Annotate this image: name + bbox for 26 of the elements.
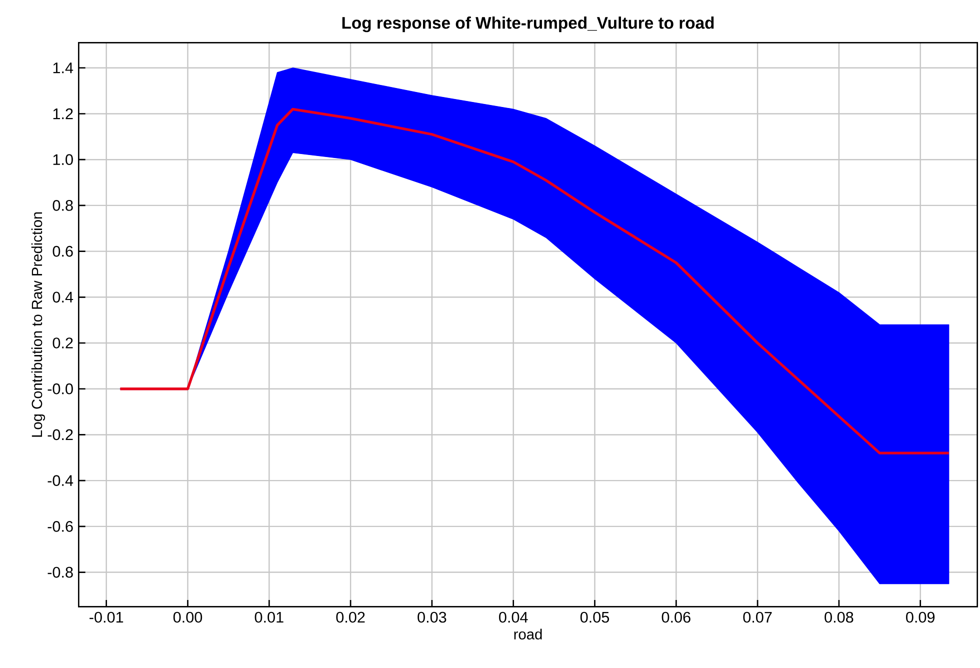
y-tick-label: 1.0 bbox=[53, 154, 73, 166]
y-tick-label: 0.2 bbox=[52, 338, 73, 348]
y-tick-label: -0.4 bbox=[48, 475, 74, 486]
y-tick-label: 0.8 bbox=[52, 200, 73, 211]
x-tick-label: 0.01 bbox=[254, 612, 284, 623]
x-tick-label: 0.06 bbox=[662, 612, 690, 623]
x-tick-label: 0.03 bbox=[418, 612, 446, 623]
y-tick-label: -0.8 bbox=[48, 566, 73, 578]
y-tick-label: 0.4 bbox=[52, 292, 74, 303]
x-tick-label: 0.00 bbox=[173, 612, 202, 623]
x-tick-label: 0.02 bbox=[336, 612, 365, 623]
x-tick-label: 0.08 bbox=[824, 612, 854, 623]
y-tick-label: 1.4 bbox=[53, 62, 74, 74]
x-tick-label: 0.09 bbox=[906, 612, 935, 623]
chart-title: Log response of White-rumped_Vulture to road bbox=[342, 16, 714, 32]
y-tick-label: -0.6 bbox=[48, 520, 73, 532]
y-tick-label: 1.2 bbox=[53, 108, 73, 120]
x-tick-label: 0.05 bbox=[580, 612, 610, 623]
x-axis-title: road bbox=[514, 628, 542, 640]
x-tick-label: 0.07 bbox=[743, 612, 772, 623]
y-tick-label: -0.2 bbox=[48, 429, 73, 440]
x-tick-label: -0.01 bbox=[90, 612, 124, 623]
y-tick-label: -0.0 bbox=[48, 383, 73, 394]
x-tick-label: 0.04 bbox=[499, 612, 528, 623]
y-axis-title: Log Contribution to Raw Prediction bbox=[31, 212, 46, 437]
y-tick-label: 0.6 bbox=[52, 246, 73, 257]
